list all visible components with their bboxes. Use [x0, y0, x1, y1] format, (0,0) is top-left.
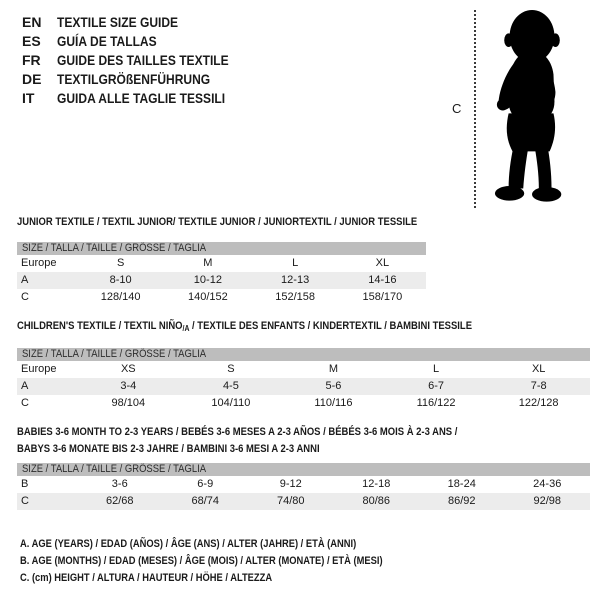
cell: 6-9 — [197, 478, 214, 490]
cell: S — [116, 257, 125, 269]
cell: 74/80 — [276, 495, 305, 507]
cell: S — [227, 363, 235, 375]
footnote-height-cm: C. (cm) HEIGHT / ALTURA / HAUTEUR / HÖHE… — [20, 572, 273, 584]
row-label: C — [21, 397, 29, 409]
language-code: EN — [22, 13, 42, 30]
cell: XL — [375, 257, 390, 269]
cell: XS — [120, 363, 136, 375]
language-row: EN TEXTILE SIZE GUIDE — [22, 12, 257, 31]
cell: M — [203, 257, 213, 269]
cell: XL — [531, 363, 546, 375]
cell: 12-18 — [362, 478, 391, 490]
row-label: B — [21, 478, 29, 490]
cell: 18-24 — [447, 478, 476, 490]
language-guide-header: EN TEXTILE SIZE GUIDE ES GUÍA DE TALLAS … — [22, 12, 257, 107]
row-label: Europe — [21, 363, 57, 375]
size-table-header: SIZE / TALLA / TAILLE / GRÖSSE / TAGLIA — [17, 463, 590, 476]
language-code: ES — [22, 32, 41, 49]
cell: 122/128 — [518, 397, 559, 409]
cell: L — [433, 363, 440, 375]
legend-footnotes: A. AGE (YEARS) / EDAD (AÑOS) / ÂGE (ANS)… — [20, 536, 447, 587]
cell: 10-12 — [193, 274, 222, 286]
baby-silhouette-icon — [494, 9, 562, 202]
babies-section-title: BABIES 3-6 MONTH TO 2-3 YEARS / BEBÉS 3-… — [17, 426, 458, 455]
cell: 86/92 — [447, 495, 476, 507]
junior-section-title: JUNIOR TEXTILE / TEXTIL JUNIOR/ TEXTILE … — [17, 216, 418, 228]
size-table-header: SIZE / TALLA / TAILLE / GRÖSSE / TAGLIA — [17, 242, 426, 255]
cell: 6-7 — [428, 380, 445, 392]
height-measure-dotted-line — [474, 10, 476, 208]
cell: 140/152 — [187, 291, 228, 303]
cell: 128/140 — [100, 291, 141, 303]
guide-title: GUIDE DES TAILLES TEXTILE — [57, 51, 229, 68]
cell: 3-6 — [111, 478, 128, 490]
cell: 3-4 — [120, 380, 137, 392]
row-label: C — [21, 495, 29, 507]
cell: 68/74 — [191, 495, 220, 507]
table-row-height: C 128/140 140/152 152/158 158/170 — [17, 289, 426, 306]
cell: 8-10 — [109, 274, 132, 286]
children-size-table: SIZE / TALLA / TAILLE / GRÖSSE / TAGLIA … — [17, 348, 590, 412]
table-row-age-months: B 3-6 6-9 9-12 12-18 18-24 24-36 — [17, 476, 590, 493]
table-row-europe: Europe XS S M L XL — [17, 361, 590, 378]
language-code: IT — [22, 89, 35, 106]
cell: 14-16 — [368, 274, 397, 286]
cell: 9-12 — [279, 478, 302, 490]
language-row: ES GUÍA DE TALLAS — [22, 31, 257, 50]
guide-title: TEXTILGRÖßENFÜHRUNG — [57, 70, 211, 87]
subscript: /A — [182, 324, 190, 333]
footnote-age-months: B. AGE (MONTHS) / EDAD (MESES) / ÂGE (MO… — [20, 555, 383, 567]
babies-size-table: SIZE / TALLA / TAILLE / GRÖSSE / TAGLIA … — [17, 463, 590, 510]
table-row-height: C 98/104 104/110 110/116 116/122 122/128 — [17, 395, 590, 412]
children-section-title: CHILDREN'S TEXTILE / TEXTIL NIÑO/A / TEX… — [17, 320, 473, 333]
footnote-age-years: A. AGE (YEARS) / EDAD (AÑOS) / ÂGE (ANS)… — [20, 538, 357, 550]
cell: 5-6 — [325, 380, 342, 392]
guide-title: GUIDA ALLE TAGLIE TESSILI — [57, 89, 226, 106]
cell: 7-8 — [530, 380, 547, 392]
cell: 98/104 — [111, 397, 146, 409]
cell: 158/170 — [362, 291, 403, 303]
cell: 4-5 — [222, 380, 239, 392]
row-label: Europe — [21, 257, 57, 269]
cell: M — [328, 363, 339, 375]
cell: 92/98 — [533, 495, 562, 507]
language-row: FR GUIDE DES TAILLES TEXTILE — [22, 50, 257, 69]
table-row-age: A 3-4 4-5 5-6 6-7 7-8 — [17, 378, 590, 395]
row-label: A — [21, 274, 29, 286]
height-measure-label: C — [452, 101, 462, 116]
cell: 110/116 — [314, 397, 353, 409]
guide-title: GUÍA DE TALLAS — [57, 32, 157, 49]
size-table-header: SIZE / TALLA / TAILLE / GRÖSSE / TAGLIA — [17, 348, 590, 361]
cell: 80/86 — [362, 495, 391, 507]
language-row: DE TEXTILGRÖßENFÜHRUNG — [22, 69, 257, 88]
guide-title: TEXTILE SIZE GUIDE — [57, 13, 179, 30]
junior-size-table: SIZE / TALLA / TAILLE / GRÖSSE / TAGLIA … — [17, 242, 426, 306]
cell: 116/122 — [416, 397, 456, 409]
cell: 152/158 — [275, 291, 315, 303]
table-row-europe: Europe S M L XL — [17, 255, 426, 272]
row-label: A — [21, 380, 29, 392]
cell: 104/110 — [211, 397, 251, 409]
row-label: C — [21, 291, 29, 303]
cell: L — [292, 257, 299, 269]
language-code: FR — [22, 51, 41, 68]
language-row: IT GUIDA ALLE TAGLIE TESSILI — [22, 88, 257, 107]
cell: 12-13 — [281, 274, 310, 286]
table-row-height: C 62/68 68/74 74/80 80/86 86/92 92/98 — [17, 493, 590, 510]
table-row-age: A 8-10 10-12 12-13 14-16 — [17, 272, 426, 289]
language-code: DE — [22, 70, 42, 87]
cell: 24-36 — [533, 478, 562, 490]
cell: 62/68 — [105, 495, 134, 507]
